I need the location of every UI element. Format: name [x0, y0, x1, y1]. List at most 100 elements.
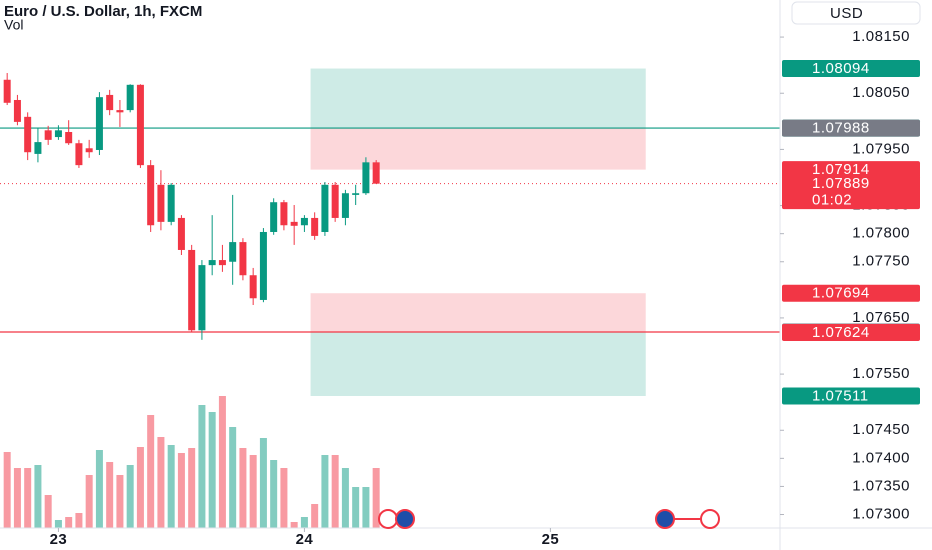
- volume-bar: [24, 468, 32, 528]
- candle-body: [34, 142, 42, 154]
- candle-body: [341, 193, 349, 218]
- candle-body: [65, 132, 73, 144]
- candle-body: [147, 165, 155, 226]
- candle-body: [44, 130, 52, 140]
- price-label-box: [782, 324, 920, 342]
- chart-title: Euro / U.S. Dollar, 1h, FXCM: [4, 3, 202, 20]
- volume-bar: [331, 455, 339, 528]
- y-tick-label: 1.07300: [852, 505, 910, 522]
- volume-bar: [218, 396, 226, 528]
- y-tick-label: 1.07750: [852, 253, 910, 270]
- target-zone: [310, 68, 646, 129]
- volume-bar: [34, 465, 42, 528]
- volume-bar: [65, 517, 73, 528]
- currency-button[interactable]: [791, 1, 921, 25]
- price-label-text: 1.08094: [812, 60, 870, 77]
- price-label-text: 1.07624: [812, 324, 870, 341]
- y-tick-label: 1.07950: [852, 140, 910, 157]
- x-tick-label: 24: [296, 531, 314, 548]
- candle-body: [167, 184, 175, 222]
- y-tick-label: 1.07650: [852, 309, 910, 326]
- volume-bar: [300, 517, 308, 528]
- price-label-box: [782, 284, 920, 302]
- candle-body: [208, 260, 216, 266]
- volume-bar: [106, 462, 114, 528]
- candle-body: [54, 130, 62, 138]
- price-label-box: [782, 387, 920, 405]
- volume-bar: [372, 468, 380, 528]
- y-tick-label: 1.08050: [852, 84, 910, 101]
- candle-body: [85, 148, 93, 153]
- candle-body: [75, 143, 83, 166]
- candle-body: [188, 249, 196, 331]
- volume-bar: [239, 448, 247, 528]
- candle-body: [198, 265, 206, 331]
- candle-body: [116, 110, 124, 113]
- volume-bar: [126, 465, 134, 528]
- countdown: 01:02: [812, 192, 852, 209]
- price-label: 1.07914: [782, 161, 920, 179]
- price-label: 1.07988: [782, 120, 920, 137]
- volume-bar: [352, 487, 360, 528]
- candle-body: [311, 217, 319, 236]
- volume-bar: [157, 437, 165, 528]
- price-label-box: [782, 60, 920, 78]
- candle-body: [177, 217, 185, 250]
- volume-bar: [116, 475, 124, 528]
- volume-bar: [188, 448, 196, 528]
- candle-body: [249, 275, 257, 299]
- volume-bar: [321, 455, 329, 528]
- candle-body: [362, 162, 370, 194]
- candle-body: [259, 231, 267, 300]
- candle-body: [136, 84, 144, 166]
- volume-bar: [85, 475, 93, 528]
- price-label: 1.07624: [782, 324, 920, 342]
- volume-bar: [311, 504, 319, 528]
- plot-area: [0, 68, 780, 528]
- y-tick-label: 1.07400: [852, 449, 910, 466]
- candle-body: [352, 193, 360, 195]
- x-tick-label: 25: [542, 531, 560, 548]
- y-tick-label: 1.07450: [852, 421, 910, 438]
- event-icons: [378, 509, 720, 529]
- y-tick-label: 1.08150: [852, 28, 910, 45]
- price-label-text: 1.07988: [812, 120, 870, 137]
- candle-body: [218, 260, 226, 266]
- candle-body: [270, 202, 278, 232]
- candle-body: [157, 184, 165, 222]
- volume-bar: [177, 453, 185, 528]
- candle-body: [321, 184, 329, 232]
- candle-body: [13, 99, 21, 122]
- volume-bar: [259, 438, 267, 528]
- volume-bar: [75, 513, 83, 528]
- price-label: 1.08094: [782, 60, 920, 78]
- volume-bar: [147, 415, 155, 528]
- price-label-text: 1.07511: [812, 387, 869, 404]
- price-label: 1.07511: [782, 387, 920, 405]
- price-label-box: [782, 161, 920, 179]
- volume-bar: [3, 452, 11, 528]
- candle-body: [3, 79, 11, 103]
- x-tick-label: 23: [50, 531, 68, 548]
- volume-bar: [249, 455, 257, 528]
- price-label-box: [782, 119, 920, 137]
- candle-body: [229, 242, 237, 262]
- candle-body: [290, 221, 298, 226]
- candle-body: [239, 242, 247, 276]
- price-label: 1.07694: [782, 285, 920, 302]
- volume-title: Vol: [4, 17, 23, 33]
- candle-body: [95, 97, 103, 150]
- volume-bar: [136, 447, 144, 528]
- candle-body: [331, 184, 339, 218]
- candle-body: [126, 84, 134, 111]
- volume-bar: [198, 405, 206, 528]
- volume-bar: [167, 445, 175, 528]
- price-label-text: 1.07889: [812, 175, 870, 192]
- stop-zone: [310, 128, 646, 170]
- currency-button-label[interactable]: USD: [830, 5, 863, 22]
- y-tick-label: 1.07350: [852, 477, 910, 494]
- volume-bar: [13, 468, 21, 528]
